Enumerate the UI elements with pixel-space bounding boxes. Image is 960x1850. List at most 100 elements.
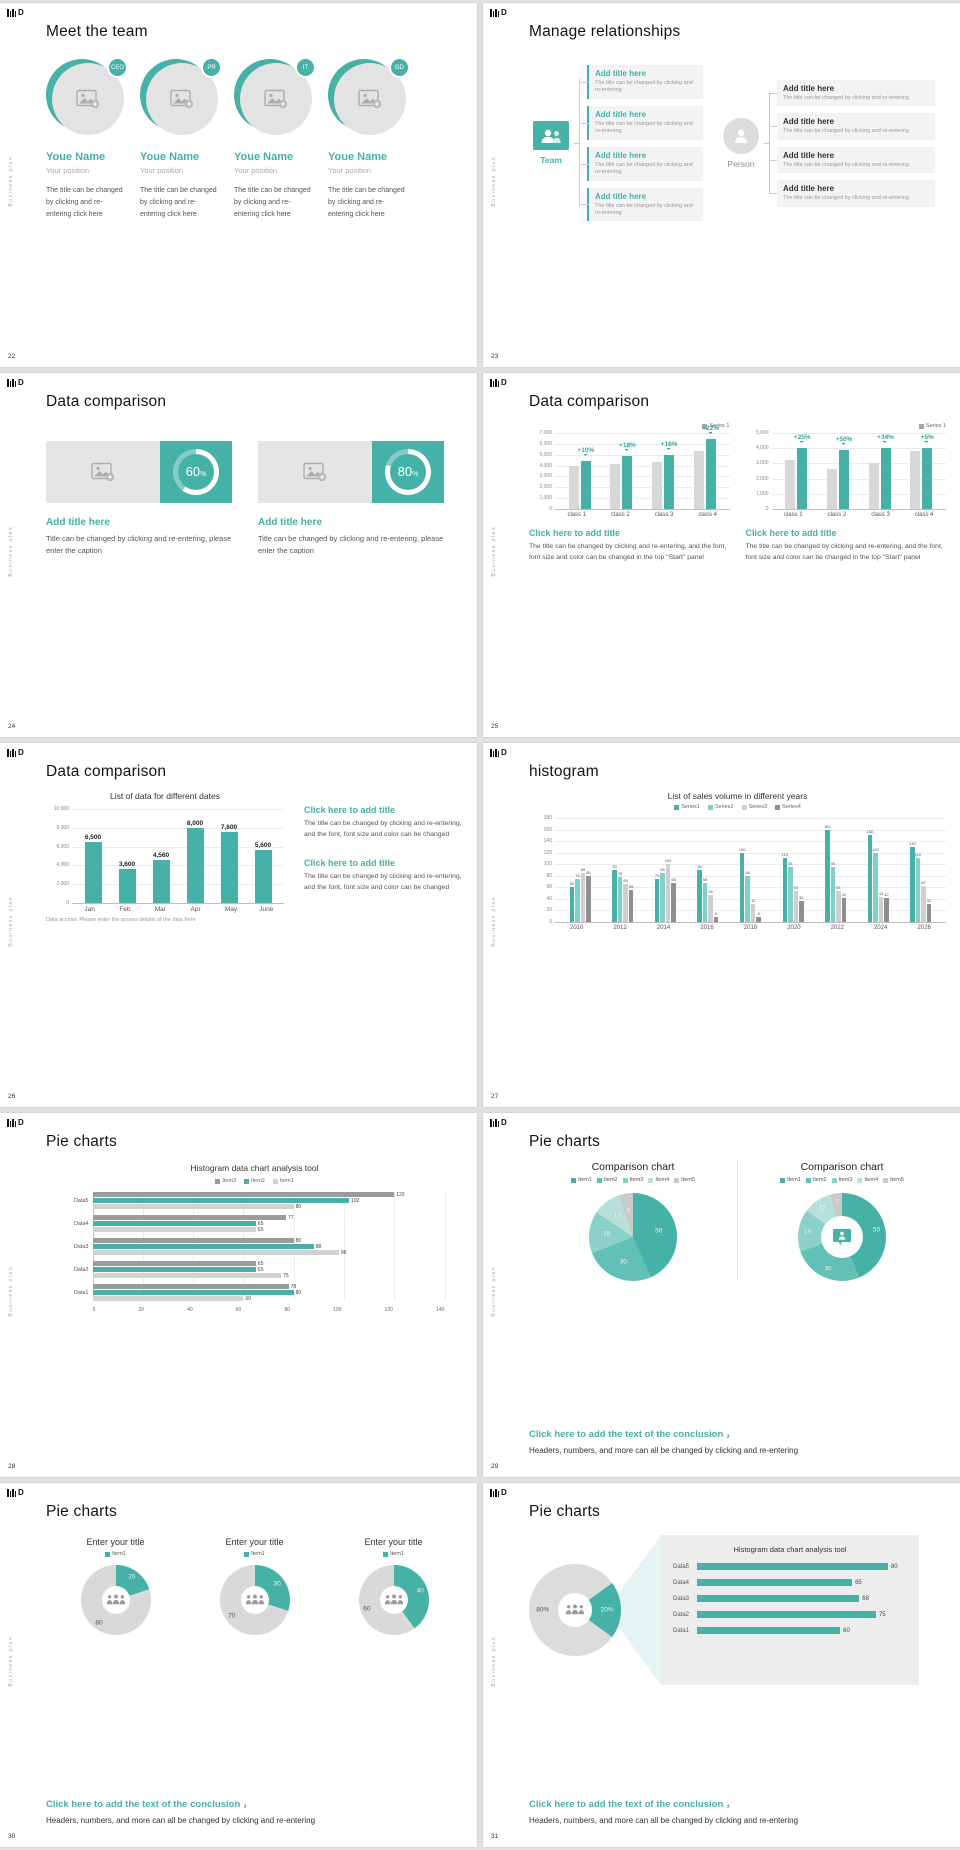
brand-logo: D	[490, 9, 507, 17]
team-icon	[533, 121, 569, 151]
slide-26[interactable]: D Business plan 26 Data comparison List …	[0, 743, 477, 1107]
bar: 100	[665, 858, 671, 922]
bar-row: Data5 80	[673, 1563, 907, 1570]
bar-row: Data3 68	[673, 1595, 907, 1602]
bar: 90	[697, 864, 702, 922]
bar-category: Data5	[673, 1563, 690, 1570]
pie-chart-block: Comparison chart Item1 Item2 Item3 Item4 Ite…	[529, 1161, 737, 1281]
slide-title: Data comparison	[529, 393, 650, 410]
page-number: 28	[8, 1463, 16, 1470]
image-placeholder-icon	[258, 441, 372, 503]
slide-30[interactable]: D Business plan 30 Pie charts Enter your…	[0, 1483, 477, 1847]
bar: +18%	[619, 442, 636, 509]
slide-25[interactable]: D Business plan 25 Data comparison Serie…	[483, 373, 960, 737]
bar-row: Data4 65	[673, 1579, 907, 1586]
role-badge: GD	[389, 57, 410, 78]
chart-footnote: Data access: Please enter the access det…	[46, 917, 196, 923]
slice-label: 30	[619, 1258, 627, 1266]
bar: 110	[782, 852, 788, 922]
panel-caption: Title can be changed by clicking and re-…	[258, 534, 444, 555]
bar-group: 160 95 53 42	[824, 818, 847, 922]
sidebar-vertical-text: Business plan	[8, 155, 14, 207]
bar: 65	[92, 1221, 263, 1227]
item-title: Add title here	[783, 150, 835, 160]
bar-group: 150 120 43 42	[867, 818, 889, 922]
bar	[568, 465, 579, 509]
sidebar-vertical-text: Business plan	[491, 1265, 497, 1317]
page-number: 23	[491, 353, 499, 360]
bar: 53	[836, 885, 841, 922]
bar: 120	[739, 847, 746, 922]
slide-24[interactable]: D Business plan 24 Data comparison 60% A…	[0, 373, 477, 737]
text-section: Click here to add title The title can be…	[304, 858, 463, 893]
item-description: The title can be changed by clicking and…	[595, 80, 693, 94]
brand-logo: D	[7, 379, 24, 387]
bar: +34%	[877, 434, 894, 509]
conclusion-desc: Headers, numbers, and more can all be ch…	[529, 1816, 799, 1825]
bar-value: 60	[843, 1627, 850, 1634]
slice-label: 5	[835, 1198, 840, 1206]
bar: +5%	[921, 434, 934, 509]
bar	[697, 1595, 860, 1602]
x-axis-labels: class 1 class 2 class 3 class 4	[567, 512, 718, 518]
slide-title: Data comparison	[46, 763, 167, 780]
conclusion: Click here to add the text of the conclu…	[529, 1424, 946, 1455]
slide-31[interactable]: D Business plan 31 Pie charts 20% 80% His…	[483, 1483, 960, 1847]
analysis-panel: Histogram data chart analysis tool Data5…	[661, 1535, 919, 1685]
y-axis-labels: 7,000 6,000 5,000 4,000 3,000 2,000 1,000 0	[539, 430, 552, 512]
slide-23[interactable]: D Business plan 23 Manage relationships …	[483, 3, 960, 367]
member-name: Youe Name	[46, 151, 106, 163]
bar: 95	[788, 861, 793, 922]
relationship-item: Add title here The title can be changed …	[769, 113, 935, 140]
horizontal-bar-chart: Item3 Item2 Item1 Data5 120 102 80 Data4 77 65 65 D…	[65, 1178, 446, 1313]
growth-annotation: +25%	[793, 434, 811, 444]
bar: 80	[92, 1290, 301, 1296]
slide-27[interactable]: D Business plan 27 histogram List of sal…	[483, 743, 960, 1107]
bar-group: Data2 65 65 75	[73, 1260, 289, 1279]
page-number: 25	[491, 723, 499, 730]
slice-label: 18	[603, 1230, 611, 1238]
bar-group: 60 75 85 80	[569, 818, 591, 922]
slide-22[interactable]: D Business plan 22 Meet the team CEO You…	[0, 3, 477, 367]
people-icon	[529, 1564, 621, 1656]
donut-chart: 40 60	[358, 1565, 429, 1635]
chart-title: List of sales volume in different years	[667, 791, 808, 801]
bar: 3,600	[118, 861, 136, 903]
member-description: The title can be changed by clicking and…	[46, 187, 123, 218]
chart-legend: Series 1	[746, 423, 946, 429]
bar: 46	[708, 889, 713, 922]
chart-caption: Click here to add title The title can be…	[529, 528, 730, 563]
growth-annotation: +10%	[577, 447, 595, 457]
x-axis-labels: 0 20 40 60 80 100 120 140	[92, 1307, 445, 1313]
bar-group: +34%	[868, 433, 894, 509]
donut-chart-block: Enter your title Item1 40 60	[324, 1537, 463, 1635]
slide-28[interactable]: D Business plan 28 Pie charts Histogram …	[0, 1113, 477, 1477]
bar	[610, 463, 621, 509]
bar-row: Data1 60	[673, 1627, 907, 1634]
slice-label: 40	[416, 1587, 424, 1595]
panel-title: Add title here	[46, 517, 110, 528]
slide-29[interactable]: D Business plan 29 Pie charts Comparison…	[483, 1113, 960, 1477]
sidebar-vertical-text: Business plan	[8, 1635, 14, 1687]
bar	[697, 1579, 853, 1586]
bar	[697, 1611, 876, 1618]
item-title: Add title here	[783, 83, 835, 93]
slide-title: Pie charts	[46, 1503, 117, 1520]
donut-chart-block: Enter your title Item1 20 80	[46, 1537, 185, 1635]
member-position: Your position	[328, 166, 372, 175]
member-position: Your position	[234, 166, 278, 175]
chart-legend: Item1 Item2 Item3 Item4 Item5	[529, 1177, 737, 1183]
item-description: The title can be changed by clicking and…	[595, 202, 693, 216]
bar: 60	[92, 1296, 251, 1302]
item-description: The title can be changed by clicking and…	[783, 128, 909, 135]
growth-annotation: +5%	[920, 434, 934, 444]
bar: 43	[878, 891, 884, 922]
bar: +10%	[577, 447, 594, 509]
relationship-item: Add title here The title can be changed …	[769, 180, 935, 207]
slide-title: Pie charts	[529, 1133, 600, 1150]
chart-title: Comparison chart	[591, 1161, 675, 1173]
people-icon	[359, 1565, 429, 1635]
relationship-item: Add title here The title can be changed …	[581, 65, 703, 99]
bar: 32	[750, 898, 756, 922]
bar-row: Data2 75	[673, 1611, 907, 1618]
